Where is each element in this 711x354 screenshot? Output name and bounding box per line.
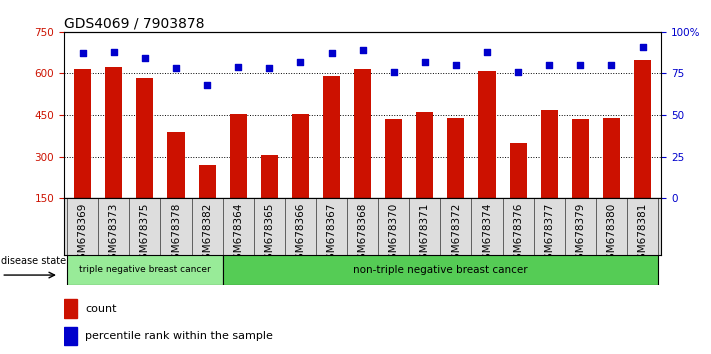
Text: GSM678366: GSM678366 <box>295 203 306 266</box>
Text: triple negative breast cancer: triple negative breast cancer <box>79 266 210 274</box>
Point <box>357 47 368 53</box>
Bar <box>540 109 558 240</box>
Point <box>543 62 555 68</box>
Text: GSM678381: GSM678381 <box>638 203 648 266</box>
Text: GSM678382: GSM678382 <box>202 203 212 266</box>
Bar <box>292 114 309 240</box>
Text: GDS4069 / 7903878: GDS4069 / 7903878 <box>64 17 205 31</box>
Text: GSM678367: GSM678367 <box>326 203 336 266</box>
Point <box>450 62 461 68</box>
Point <box>139 56 151 61</box>
Bar <box>223 255 658 285</box>
Bar <box>261 155 278 240</box>
Text: GSM678365: GSM678365 <box>264 203 274 266</box>
Bar <box>385 119 402 240</box>
Point <box>513 69 524 75</box>
Text: GSM678377: GSM678377 <box>544 203 555 266</box>
Bar <box>137 78 154 240</box>
Text: GSM678368: GSM678368 <box>358 203 368 266</box>
Point <box>326 51 337 56</box>
Point <box>108 49 119 55</box>
Point <box>264 65 275 71</box>
Bar <box>510 143 527 240</box>
Bar <box>74 69 91 240</box>
Point <box>170 65 181 71</box>
Text: GSM678378: GSM678378 <box>171 203 181 266</box>
Bar <box>167 132 185 240</box>
Bar <box>354 69 371 240</box>
Bar <box>447 118 464 240</box>
Bar <box>230 114 247 240</box>
Bar <box>603 118 620 240</box>
Bar <box>64 327 77 345</box>
Text: disease state: disease state <box>1 256 66 266</box>
Text: GSM678373: GSM678373 <box>109 203 119 266</box>
Text: GSM678376: GSM678376 <box>513 203 523 266</box>
Text: GSM678371: GSM678371 <box>419 203 430 266</box>
Bar <box>64 299 77 318</box>
Text: GSM678380: GSM678380 <box>606 203 616 266</box>
Point <box>574 62 586 68</box>
Bar <box>479 71 496 240</box>
Point <box>294 59 306 65</box>
Text: GSM678375: GSM678375 <box>140 203 150 266</box>
Bar <box>105 67 122 240</box>
Bar <box>416 112 434 240</box>
Point <box>481 49 493 55</box>
Bar <box>634 59 651 240</box>
Text: GSM678370: GSM678370 <box>389 203 399 266</box>
Text: GSM678374: GSM678374 <box>482 203 492 266</box>
Point <box>606 62 617 68</box>
Point <box>419 59 430 65</box>
Text: GSM678372: GSM678372 <box>451 203 461 266</box>
Point <box>201 82 213 88</box>
Text: non-triple negative breast cancer: non-triple negative breast cancer <box>353 265 528 275</box>
Text: percentile rank within the sample: percentile rank within the sample <box>85 331 273 341</box>
Point <box>388 69 400 75</box>
Point <box>77 51 88 56</box>
Text: GSM678379: GSM678379 <box>575 203 585 266</box>
Text: count: count <box>85 303 117 314</box>
Point <box>637 44 648 50</box>
Text: GSM678364: GSM678364 <box>233 203 243 266</box>
Bar <box>572 119 589 240</box>
Point <box>232 64 244 70</box>
Bar <box>198 165 215 240</box>
Bar <box>323 76 340 240</box>
Bar <box>67 255 223 285</box>
Text: GSM678369: GSM678369 <box>77 203 87 266</box>
